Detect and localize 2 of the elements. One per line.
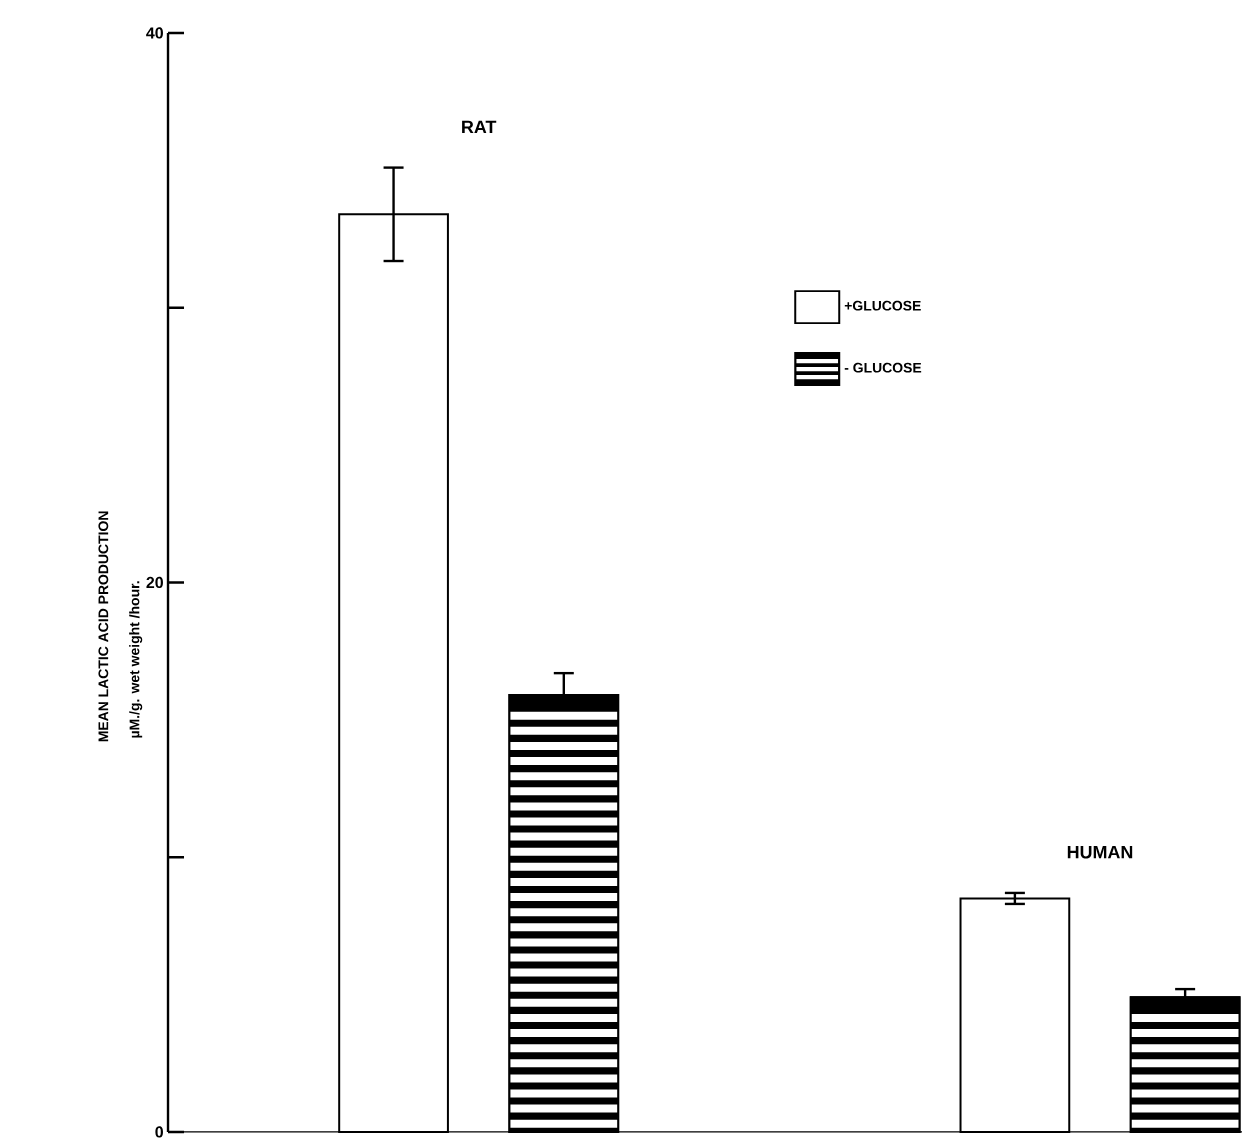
x-tick-label: RAT [462, 120, 497, 134]
x-tick-label: HUMAN [1067, 845, 1133, 859]
